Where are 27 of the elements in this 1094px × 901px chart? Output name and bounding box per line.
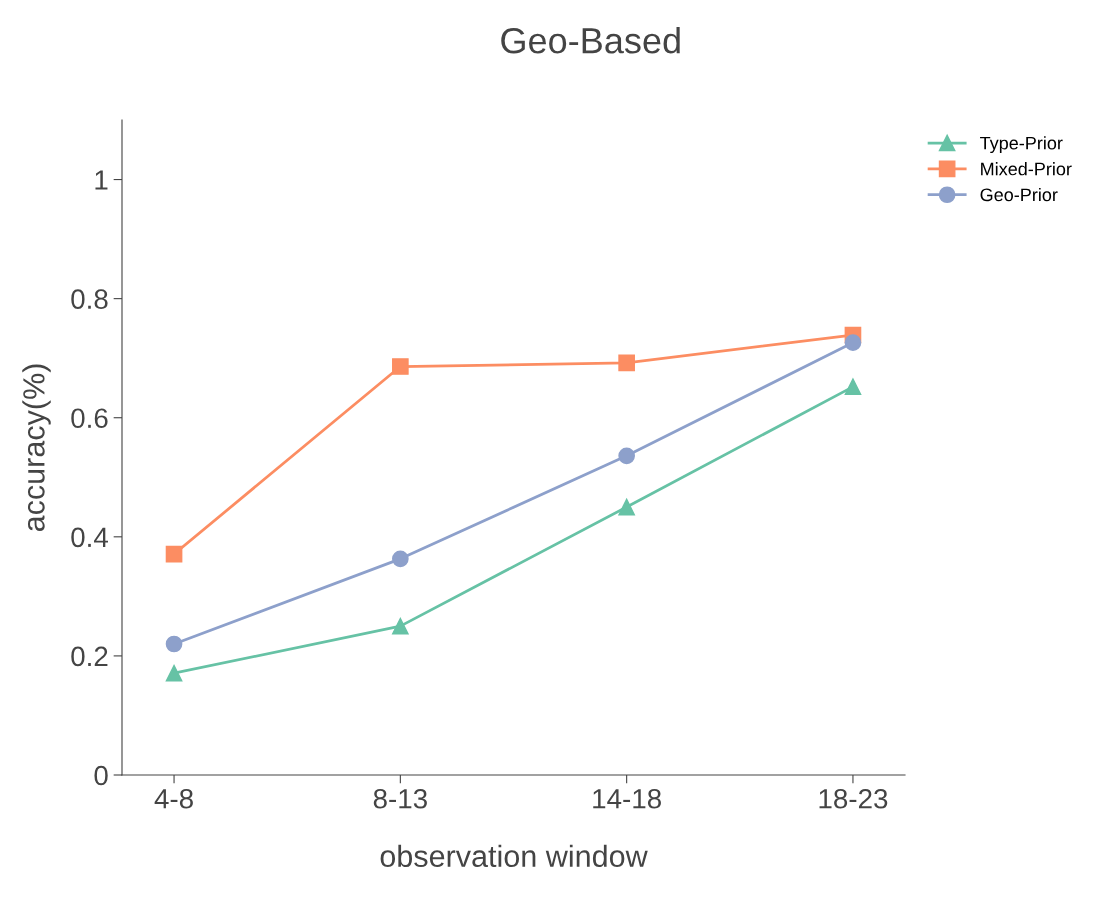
y-tick-label: 0.2	[71, 646, 108, 667]
x-tick-label: 14-18	[593, 788, 661, 809]
point	[165, 664, 183, 682]
y-tick-label: 0	[94, 765, 108, 786]
x-tick-label: 8-13	[373, 788, 427, 809]
legend-label: Type-Prior	[980, 136, 1063, 154]
y-tick-label: 1	[95, 170, 108, 190]
y-tick-label: 0.6	[71, 408, 108, 429]
legend-label: Geo-Prior	[980, 187, 1058, 202]
point	[618, 498, 635, 516]
x-tick-label: 18-23	[819, 788, 888, 809]
point	[392, 617, 409, 635]
point	[618, 447, 635, 465]
point	[165, 635, 183, 653]
x-axis-title: observation window	[380, 844, 648, 868]
point	[844, 378, 862, 396]
y-tick-label: 0.8	[71, 289, 108, 309]
point	[392, 358, 409, 375]
point	[618, 354, 635, 372]
legend-label: Mixed-Prior	[981, 162, 1072, 176]
y-tick-label: 0.4	[71, 527, 108, 548]
chart-title: Geo-Based	[501, 27, 680, 54]
point	[844, 334, 862, 352]
x-tick-label: 4-8	[154, 788, 193, 809]
point	[165, 545, 183, 563]
y-axis-title: accuracy(%)	[22, 364, 51, 532]
point	[392, 550, 409, 568]
